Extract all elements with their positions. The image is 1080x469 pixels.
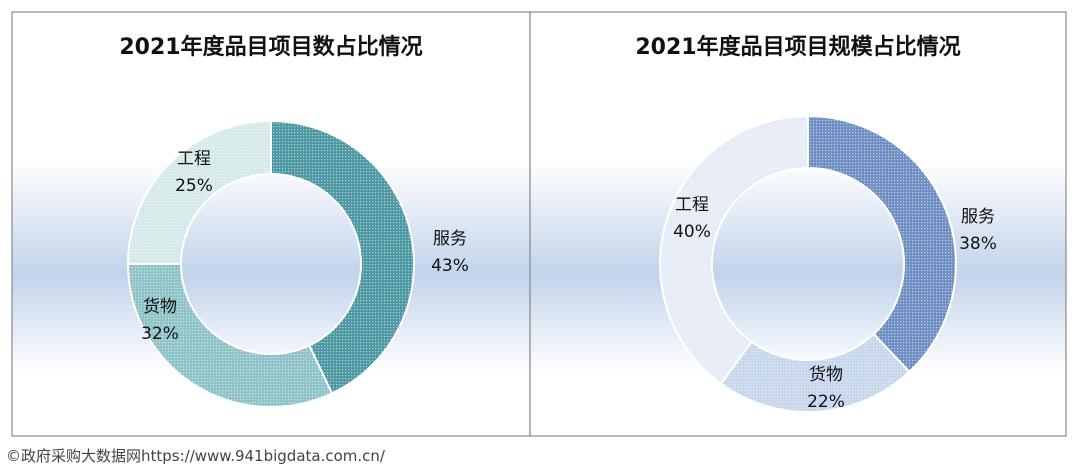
- donut-slices: [659, 114, 957, 413]
- slice-value-label: 40%: [673, 222, 711, 242]
- donut-slice-goods-texture: [128, 264, 332, 407]
- slice-value-label: 43%: [431, 256, 469, 276]
- slice-category-label: 服务: [961, 207, 995, 227]
- slice-value-label: 25%: [175, 176, 213, 196]
- source-footer: ©政府采购大数据网https://www.941bigdata.com.cn/: [6, 447, 385, 465]
- slice-value-label: 38%: [959, 234, 997, 254]
- slice-labels: 服务 43% 货物 32% 工程 25%: [141, 149, 469, 344]
- slice-category-label: 工程: [177, 149, 211, 169]
- chart-panel-project-count: 2021年度品目项目数占比情况 服务 43% 货物 32% 工程 25%: [11, 11, 531, 437]
- chart-title: 2021年度品目项目数占比情况: [119, 34, 422, 60]
- slice-category-label: 服务: [433, 229, 467, 249]
- slice-value-label: 22%: [807, 392, 845, 412]
- slice-category-label: 工程: [675, 195, 709, 215]
- slice-category-label: 货物: [809, 365, 843, 385]
- slice-value-label: 32%: [141, 324, 179, 344]
- donut-slice-goods-texture: [721, 333, 910, 412]
- chart-title: 2021年度品目项目规模占比情况: [635, 34, 960, 60]
- donut-slice-service-texture: [271, 121, 415, 394]
- slice-category-label: 货物: [143, 297, 177, 317]
- donut-slices: [126, 119, 415, 408]
- chart-panel-project-scale: 2021年度品目项目规模占比情况 服务 38% 货物 22% 工程 40%: [529, 11, 1067, 437]
- donut-slice-engineering-texture: [128, 121, 271, 264]
- donut-slice-service-texture: [808, 116, 956, 372]
- slice-labels: 服务 38% 货物 22% 工程 40%: [673, 195, 997, 412]
- donut-slice-engineering-texture: [660, 116, 808, 384]
